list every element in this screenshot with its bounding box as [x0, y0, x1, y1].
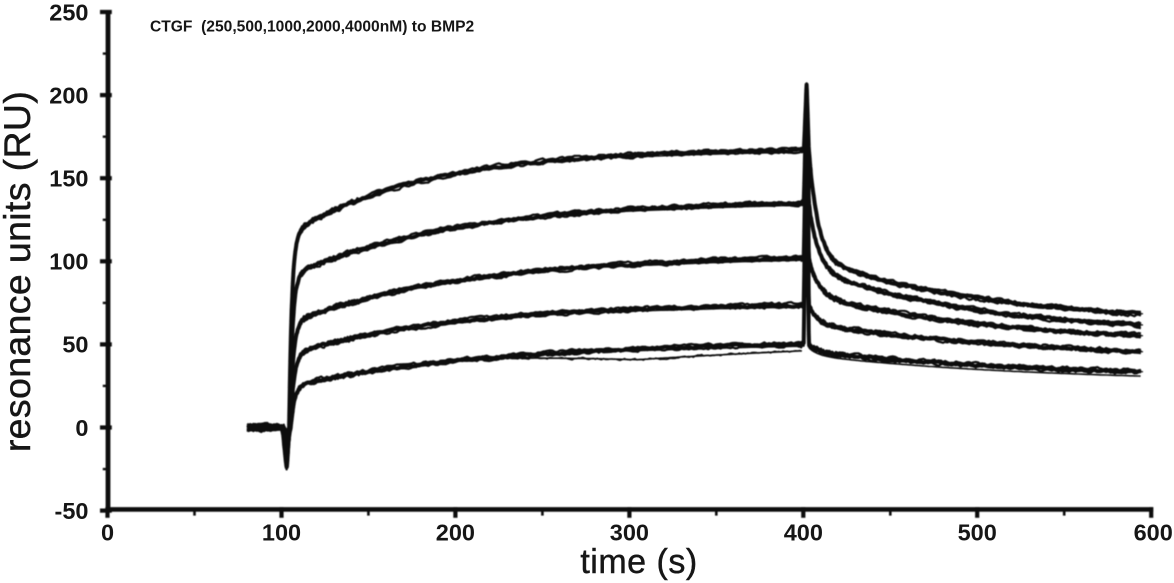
svg-text:250: 250: [49, 0, 88, 25]
svg-text:400: 400: [784, 520, 823, 546]
svg-text:300: 300: [610, 520, 649, 546]
svg-text:200: 200: [436, 520, 475, 546]
svg-text:100: 100: [262, 520, 301, 546]
svg-text:600: 600: [1134, 520, 1173, 546]
svg-text:100: 100: [49, 249, 88, 275]
svg-text:-50: -50: [55, 498, 89, 524]
svg-text:time (s): time (s): [580, 543, 697, 581]
svg-text:CTGF (250,500,1000,2000,4000n: CTGF (250,500,1000,2000,4000nM) to BMP2: [150, 18, 474, 35]
svg-text:500: 500: [958, 520, 997, 546]
svg-text:resonance units (RU): resonance units (RU): [0, 91, 38, 452]
svg-text:0: 0: [75, 415, 88, 441]
svg-text:150: 150: [49, 166, 88, 192]
svg-text:50: 50: [62, 332, 88, 358]
svg-text:0: 0: [101, 520, 114, 546]
svg-text:200: 200: [49, 82, 88, 108]
